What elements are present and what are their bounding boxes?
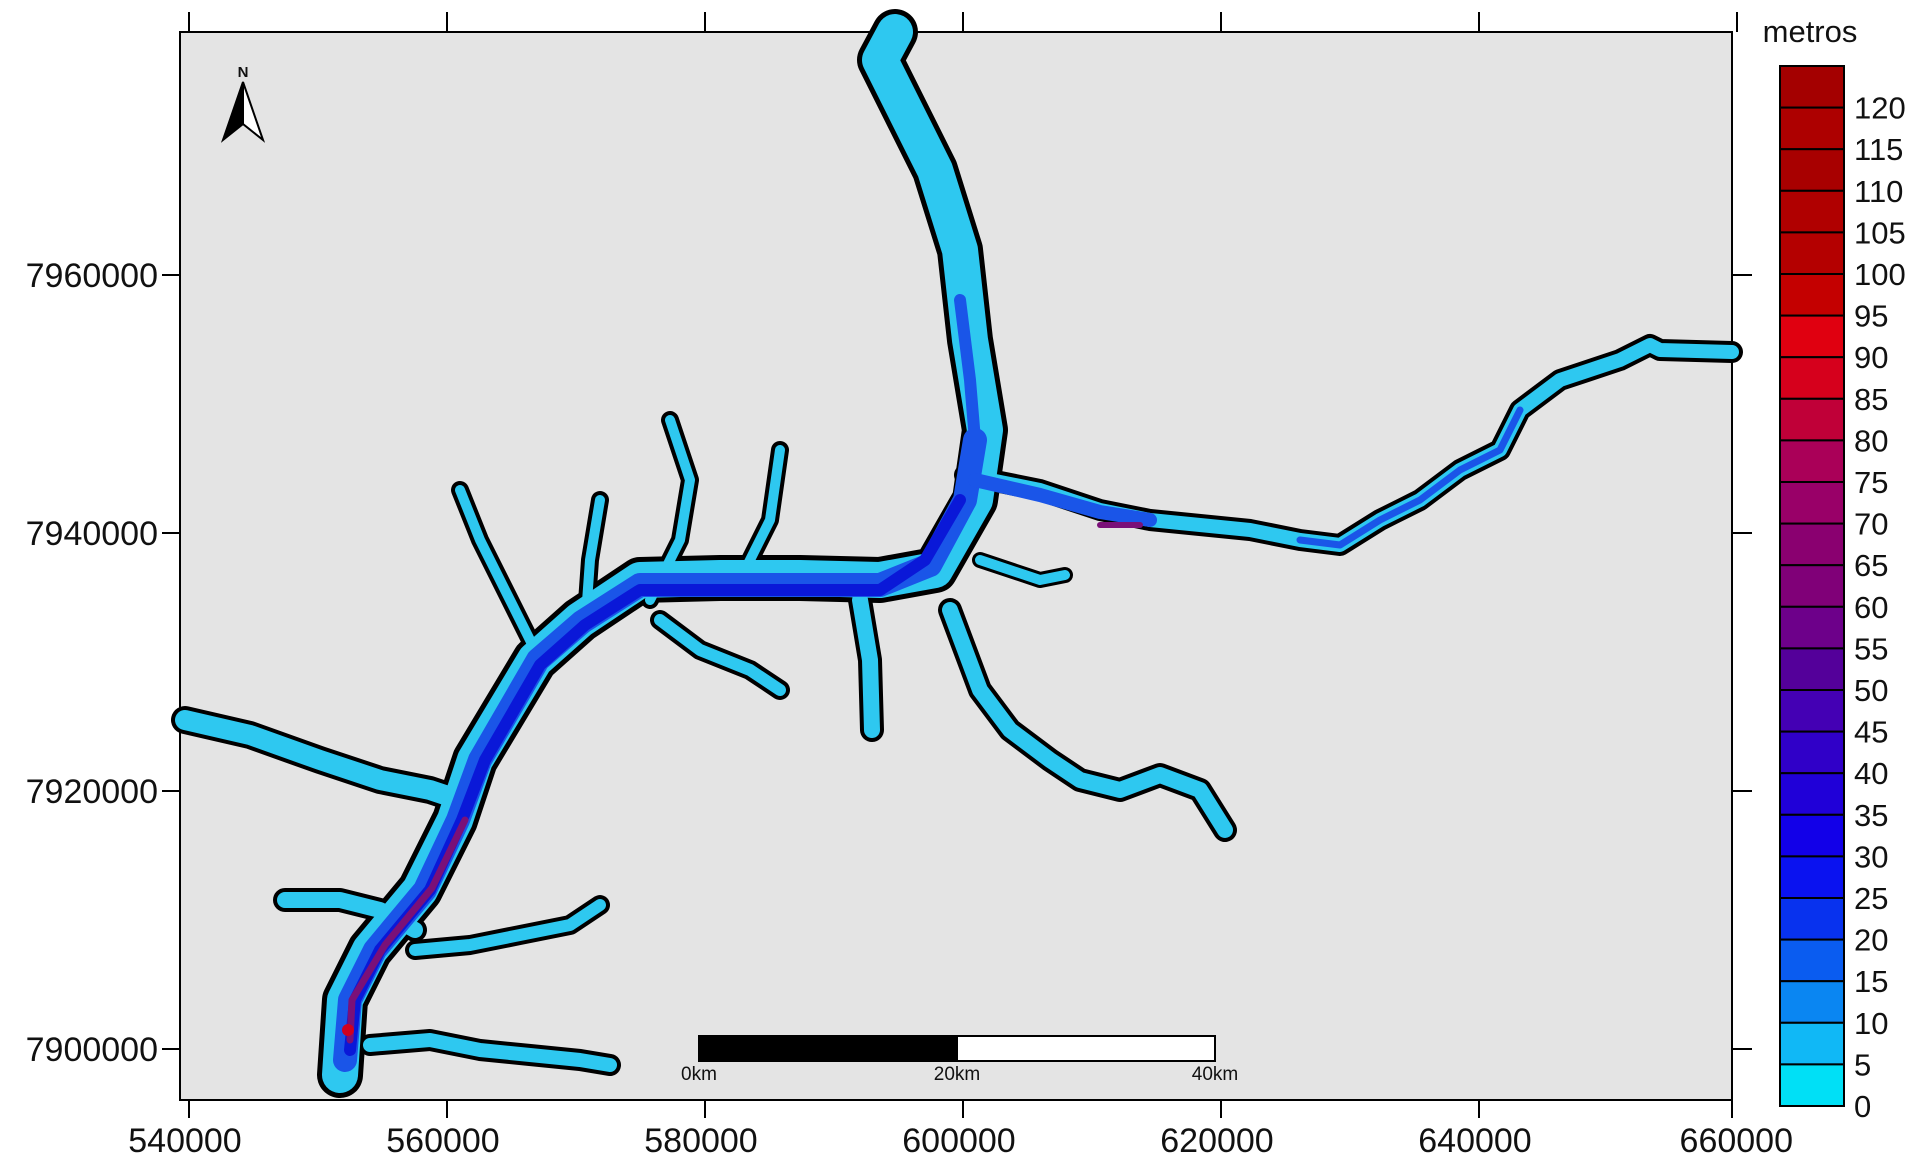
legend-swatch [1779,522,1845,567]
x-tick-label: 580000 [644,1122,757,1160]
legend-label: 0 [1854,1089,1871,1124]
x-tick-label: 640000 [1418,1122,1531,1160]
legend-swatch [1779,897,1845,941]
y-tick-labels: 7960000 7940000 7920000 7900000 [26,257,158,1069]
legend-label: 85 [1854,382,1888,417]
reservoir [171,9,1743,1098]
y-axis-left-ticks [162,274,180,1050]
legend-swatch [1779,1063,1845,1108]
legend-label: 95 [1854,299,1888,334]
dam-point [342,1024,354,1036]
scale-bar-filled-segment [698,1035,958,1062]
scale-label: 0km [681,1064,717,1085]
north-arrow-icon: N [220,64,266,143]
y-tick-label: 7940000 [26,515,158,553]
legend-label: 75 [1854,465,1888,500]
legend-swatch [1779,314,1845,359]
scale-bar: 0km 20km 40km [681,1035,1238,1085]
legend-swatches [1779,65,1845,1108]
legend-label: 110 [1854,174,1903,209]
legend-swatch [1779,356,1845,400]
legend-label: 90 [1854,340,1888,375]
legend-label: 55 [1854,631,1888,666]
legend-swatch [1779,647,1845,692]
legend-swatch [1779,106,1845,151]
x-axis-bottom-ticks [188,1100,1733,1118]
legend-label: 30 [1854,839,1888,874]
x-tick-label: 600000 [902,1122,1015,1160]
scale-bar-empty-segment [956,1035,1216,1062]
legend-swatch [1779,189,1845,234]
legend-label: 60 [1854,590,1888,625]
legend-swatch [1779,813,1845,858]
x-tick-label: 620000 [1160,1122,1273,1160]
legend-label: 5 [1854,1047,1871,1082]
legend-swatch [1779,730,1845,775]
depth-legend: metros 120115110105100959085807570656055… [1763,14,1906,1124]
legend-swatch [1779,855,1845,900]
legend-label: 120 [1854,91,1906,126]
x-tick-label: 560000 [386,1122,499,1160]
legend-label: 100 [1854,257,1906,292]
y-axis-right-ticks [1732,274,1752,1050]
y-tick-label: 7900000 [26,1031,158,1069]
y-tick-label: 7920000 [26,773,158,811]
legend-label: 115 [1854,132,1903,167]
legend-label: 10 [1854,1006,1888,1041]
legend-swatch [1779,273,1845,317]
legend-label: 70 [1854,507,1888,542]
x-axis-top-ticks [188,12,1738,32]
legend-swatch [1779,938,1845,983]
legend-swatch [1779,481,1845,525]
legend-swatch [1779,1021,1845,1066]
legend-label: 105 [1854,215,1906,250]
x-tick-label: 660000 [1680,1122,1793,1160]
x-tick-label: 540000 [128,1122,241,1160]
legend-label: 20 [1854,923,1888,958]
legend-title: metros [1763,14,1858,49]
legend-swatch [1779,980,1845,1024]
x-tick-labels: 540000 560000 580000 600000 620000 64000… [128,1122,1793,1160]
legend-label: 15 [1854,964,1888,999]
legend-swatch [1779,397,1845,442]
legend-labels: 1201151101051009590858075706560555045403… [1854,91,1906,1124]
legend-label: 65 [1854,548,1888,583]
legend-swatch [1779,148,1845,192]
scale-label: 20km [934,1064,980,1085]
legend-label: 25 [1854,881,1888,916]
north-label: N [238,64,249,81]
legend-label: 50 [1854,673,1888,708]
legend-swatch [1779,439,1845,483]
legend-swatch [1779,231,1845,275]
y-tick-label: 7960000 [26,257,158,295]
legend-label: 40 [1854,756,1888,791]
legend-swatch [1779,564,1845,608]
scale-label: 40km [1192,1064,1238,1085]
legend-swatch [1779,772,1845,816]
deepest-water [346,522,1143,1044]
legend-swatch [1779,65,1845,109]
legend-label: 35 [1854,798,1888,833]
legend-label: 80 [1854,423,1888,458]
legend-swatch [1779,689,1845,733]
legend-label: 45 [1854,715,1888,750]
legend-swatch [1779,605,1845,650]
